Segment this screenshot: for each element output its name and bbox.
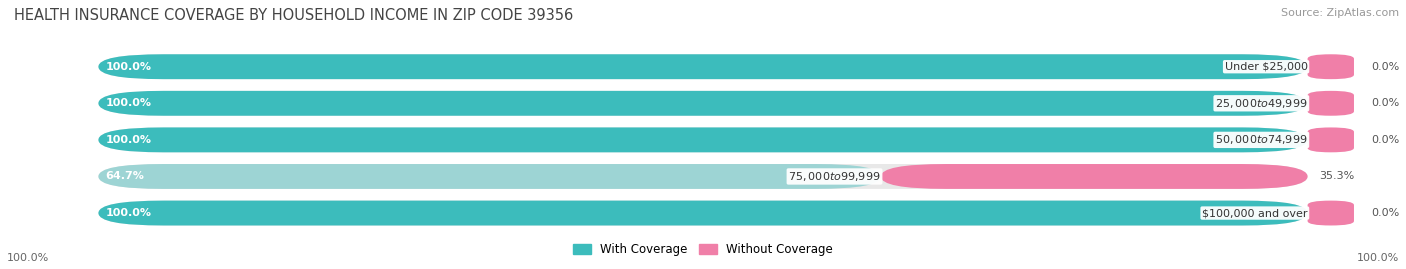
FancyBboxPatch shape — [98, 91, 1308, 116]
FancyBboxPatch shape — [98, 201, 1308, 225]
Text: 0.0%: 0.0% — [1371, 208, 1399, 218]
FancyBboxPatch shape — [98, 128, 1308, 152]
FancyBboxPatch shape — [98, 54, 1308, 79]
FancyBboxPatch shape — [1308, 201, 1354, 225]
Text: $25,000 to $49,999: $25,000 to $49,999 — [1215, 97, 1308, 110]
Text: Source: ZipAtlas.com: Source: ZipAtlas.com — [1281, 8, 1399, 18]
Text: HEALTH INSURANCE COVERAGE BY HOUSEHOLD INCOME IN ZIP CODE 39356: HEALTH INSURANCE COVERAGE BY HOUSEHOLD I… — [14, 8, 574, 23]
Text: 100.0%: 100.0% — [105, 98, 152, 108]
Text: $50,000 to $74,999: $50,000 to $74,999 — [1215, 133, 1308, 146]
Text: 100.0%: 100.0% — [105, 135, 152, 145]
FancyBboxPatch shape — [98, 164, 880, 189]
Text: 64.7%: 64.7% — [105, 171, 145, 182]
FancyBboxPatch shape — [98, 54, 1308, 79]
Text: 0.0%: 0.0% — [1371, 135, 1399, 145]
Text: 0.0%: 0.0% — [1371, 98, 1399, 108]
Text: 35.3%: 35.3% — [1319, 171, 1354, 182]
FancyBboxPatch shape — [98, 128, 1308, 152]
FancyBboxPatch shape — [98, 164, 1308, 189]
FancyBboxPatch shape — [1308, 128, 1354, 152]
Text: 100.0%: 100.0% — [1357, 253, 1399, 263]
FancyBboxPatch shape — [1308, 54, 1354, 79]
FancyBboxPatch shape — [98, 91, 1308, 116]
FancyBboxPatch shape — [1308, 91, 1354, 116]
Text: Under $25,000: Under $25,000 — [1225, 62, 1308, 72]
Text: 100.0%: 100.0% — [7, 253, 49, 263]
Text: 0.0%: 0.0% — [1371, 62, 1399, 72]
Text: $75,000 to $99,999: $75,000 to $99,999 — [789, 170, 880, 183]
Legend: With Coverage, Without Coverage: With Coverage, Without Coverage — [568, 238, 838, 260]
FancyBboxPatch shape — [98, 201, 1308, 225]
Text: 100.0%: 100.0% — [105, 208, 152, 218]
Text: $100,000 and over: $100,000 and over — [1202, 208, 1308, 218]
FancyBboxPatch shape — [880, 164, 1308, 189]
Text: 100.0%: 100.0% — [105, 62, 152, 72]
